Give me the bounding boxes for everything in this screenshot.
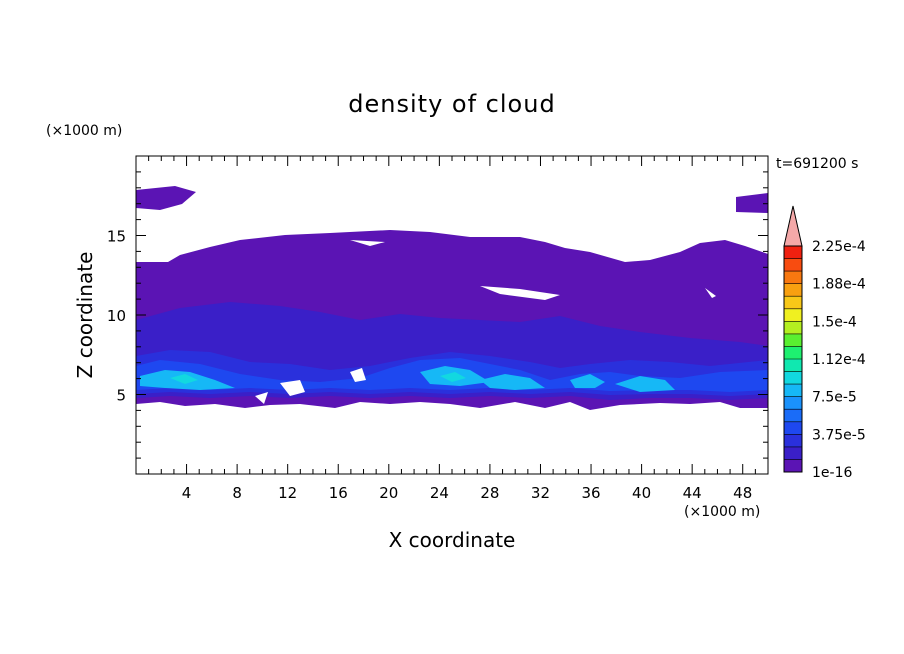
x-axis-label: X coordinate (389, 528, 516, 552)
colorbar-swatch (784, 446, 802, 460)
x-tick-label: 32 (531, 484, 550, 502)
colorbar-label: 1.88e-4 (812, 277, 866, 293)
colorbar-swatch (784, 459, 802, 473)
colorbar-swatch (784, 258, 802, 272)
x-tick-label: 40 (632, 484, 651, 502)
x-tick-label: 48 (733, 484, 752, 502)
colorbar-swatch (784, 308, 802, 322)
x-tick-label: 16 (329, 484, 348, 502)
colorbar-swatch (784, 321, 802, 335)
colorbar-extend-triangle (783, 205, 803, 247)
colorbar-label: 1.5e-4 (812, 314, 857, 330)
colorbar: 1e-16 3.75e-5 7.5e-5 1.12e-4 1.5e-4 1.88e-4 2.… (783, 205, 866, 481)
x-unit-label: (×1000 m) (684, 504, 760, 520)
colorbar-swatch (784, 371, 802, 385)
colorbar-swatch (784, 246, 802, 259)
y-unit-label: (×1000 m) (46, 123, 122, 139)
colorbar-swatch (784, 283, 802, 297)
colorbar-swatch (784, 434, 802, 448)
y-axis-ticks: 5 10 15 (107, 171, 768, 459)
colorbar-label: 3.75e-5 (812, 427, 866, 443)
density-field (136, 186, 768, 410)
y-tick-label: 15 (107, 228, 126, 246)
x-tick-label: 28 (480, 484, 499, 502)
x-tick-label: 44 (683, 484, 702, 502)
x-tick-label: 24 (430, 484, 449, 502)
colorbar-swatch (784, 271, 802, 284)
cloud-top-right (736, 193, 768, 213)
time-label: t=691200 s (776, 156, 858, 172)
colorbar-swatch (784, 421, 802, 435)
colorbar-label: 1e-16 (812, 465, 852, 481)
colorbar-swatch (784, 296, 802, 310)
colorbar-label: 2.25e-4 (812, 239, 866, 255)
y-axis-label: Z coordinate (73, 252, 97, 379)
colorbar-swatch (784, 346, 802, 360)
x-tick-label: 20 (379, 484, 398, 502)
x-tick-label: 8 (232, 484, 242, 502)
colorbar-swatch (784, 396, 802, 410)
x-tick-label: 36 (581, 484, 600, 502)
y-tick-label: 5 (116, 387, 126, 405)
colorbar-swatch (784, 359, 802, 372)
colorbar-label: 7.5e-5 (812, 390, 857, 406)
colorbar-swatch (784, 333, 802, 347)
x-tick-label: 4 (182, 484, 192, 502)
colorbar-swatch (784, 409, 802, 423)
x-axis-ticks: 4 8 12 16 20 24 28 32 36 40 44 48 (148, 156, 756, 502)
chart-title: density of cloud (348, 90, 555, 118)
cloud-top-left (136, 186, 196, 210)
x-tick-label: 12 (278, 484, 297, 502)
y-tick-label: 10 (107, 307, 126, 325)
colorbar-swatch (784, 384, 802, 397)
colorbar-label: 1.12e-4 (812, 352, 866, 368)
